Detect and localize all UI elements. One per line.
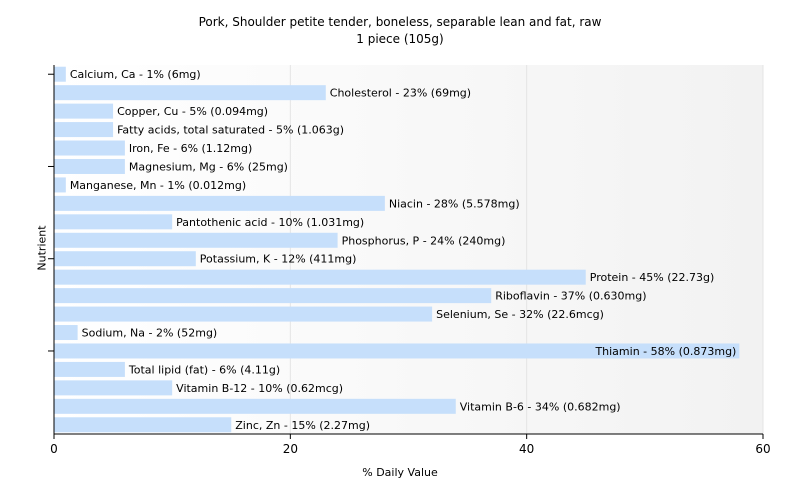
bar-label-2: Cholesterol - 23% (69mg) [330,87,471,100]
bar-9 [54,214,173,230]
x-tick-label-1: 20 [283,442,298,456]
x-tick-label-2: 40 [519,442,534,456]
bar-4 [54,122,114,138]
chart-title: Pork, Shoulder petite tender, boneless, … [198,15,602,29]
bar-label-12: Protein - 45% (22.73g) [590,271,715,284]
bar-17 [54,361,125,377]
bar-label-4: Fatty acids, total saturated - 5% (1.063… [117,124,344,137]
bar-label-17: Total lipid (fat) - 6% (4.11g) [128,363,280,376]
bar-7 [54,177,66,193]
bar-label-14: Selenium, Se - 32% (22.6mcg) [436,308,604,321]
bar-5 [54,140,125,156]
bar-label-1: Calcium, Ca - 1% (6mg) [70,68,201,81]
bar-label-3: Copper, Cu - 5% (0.094mg) [117,105,268,118]
bar-12 [54,269,586,285]
bar-label-9: Pantothenic acid - 10% (1.031mg) [176,216,364,229]
bar-18 [54,380,173,396]
bar-11 [54,251,196,267]
bar-15 [54,325,78,341]
bar-1 [54,66,66,82]
bar-label-18: Vitamin B-12 - 10% (0.62mcg) [176,382,343,395]
bar-label-10: Phosphorus, P - 24% (240mg) [342,234,506,247]
bar-label-7: Manganese, Mn - 1% (0.012mg) [70,179,246,192]
bar-label-8: Niacin - 28% (5.578mg) [389,197,520,210]
bar-16 [54,343,740,359]
bar-label-20: Zinc, Zn - 15% (2.27mg) [235,419,370,432]
bar-6 [54,158,125,174]
chart-subtitle: 1 piece (105g) [356,32,444,46]
bar-label-16: Thiamin - 58% (0.873mg) [594,345,736,358]
plot-area [54,65,763,434]
x-tick-label-0: 0 [50,442,58,456]
bar-label-19: Vitamin B-6 - 34% (0.682mg) [460,400,621,413]
bar-3 [54,103,114,119]
bar-13 [54,288,492,304]
bar-label-5: Iron, Fe - 6% (1.12mg) [129,142,252,155]
bar-20 [54,417,232,433]
x-tick-label-3: 60 [755,442,770,456]
bar-14 [54,306,433,322]
bar-2 [54,85,326,101]
bar-label-15: Sodium, Na - 2% (52mg) [82,327,218,340]
y-axis-label: Nutrient [35,225,49,271]
bar-19 [54,398,456,414]
bar-label-13: Riboflavin - 37% (0.630mg) [495,290,646,303]
bar-8 [54,195,385,211]
bar-label-6: Magnesium, Mg - 6% (25mg) [129,160,288,173]
x-axis-label: % Daily Value [362,466,438,479]
bar-10 [54,232,338,248]
bar-label-11: Potassium, K - 12% (411mg) [200,253,357,266]
